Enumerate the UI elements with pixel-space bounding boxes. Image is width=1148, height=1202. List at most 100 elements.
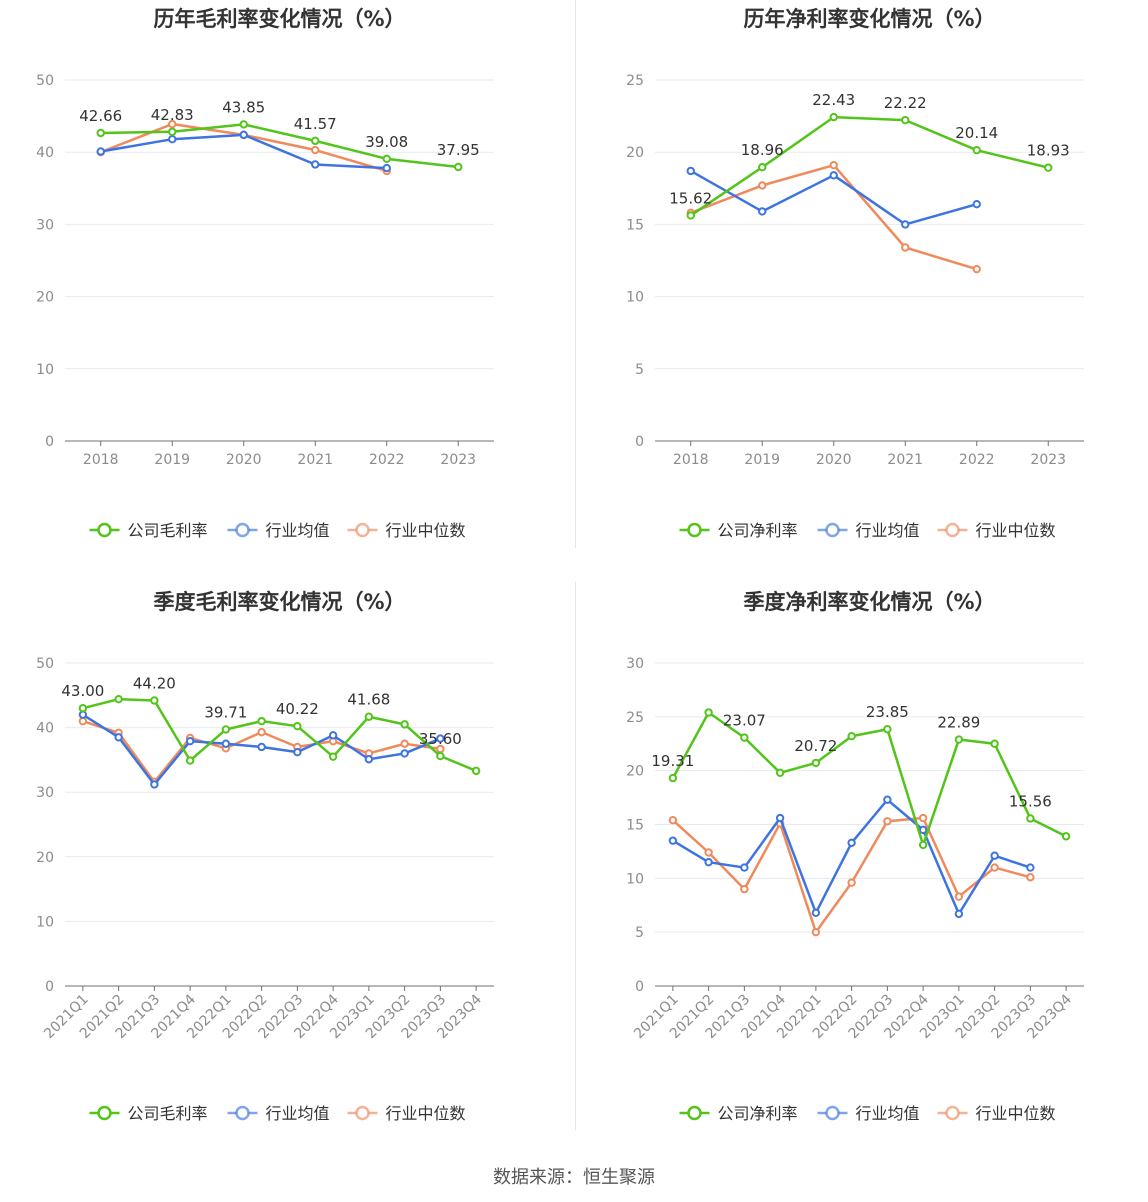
data-point-median xyxy=(918,813,928,823)
y-tick-label: 20 xyxy=(626,145,644,161)
x-tick-label: 2019 xyxy=(154,452,190,468)
data-point-company xyxy=(436,751,445,761)
chart-annual-net: 历年净利率变化情况（%） 0 5 10 15 20 25 2018 2019 2020 2021 20… xyxy=(626,7,1084,540)
legend-swatch-marker-median xyxy=(945,1105,960,1121)
data-point-company xyxy=(1026,814,1035,823)
data-point-avg xyxy=(400,749,409,758)
data-point-median xyxy=(883,817,892,826)
y-tick-label: 10 xyxy=(36,914,54,930)
data-point-avg xyxy=(829,171,838,180)
y-tick-label: 25 xyxy=(626,710,644,726)
y-tick-label: 30 xyxy=(36,785,54,801)
legend-swatch-marker-median xyxy=(355,1105,370,1121)
data-point-median xyxy=(990,863,999,872)
data-point-avg xyxy=(364,755,374,764)
data-label: 43.00 xyxy=(61,682,104,700)
legend-label-company: 公司净利率 xyxy=(718,521,798,540)
y-tick-label: 30 xyxy=(626,656,644,672)
legend-label-median: 行业中位数 xyxy=(976,1104,1056,1123)
data-point-company xyxy=(328,752,338,761)
data-point-median xyxy=(954,892,964,901)
chart-title: 历年净利率变化情况（%） xyxy=(743,7,995,31)
data-point-avg xyxy=(775,813,785,823)
legend-label-avg: 行业均值 xyxy=(266,1104,330,1123)
series-line-company xyxy=(671,711,1067,847)
y-tick-label: 50 xyxy=(36,73,54,89)
data-point-company xyxy=(96,128,105,138)
data-label: 15.56 xyxy=(1009,792,1052,810)
data-point-median xyxy=(972,264,981,274)
legend-swatch-marker-avg xyxy=(235,1105,250,1121)
data-label: 35.60 xyxy=(419,730,462,748)
data-label: 20.72 xyxy=(794,737,837,755)
data-label: 42.66 xyxy=(79,107,122,125)
data-point-avg xyxy=(758,207,767,216)
data-point-company xyxy=(293,721,302,731)
data-point-avg xyxy=(901,220,910,229)
data-label: 22.89 xyxy=(937,714,980,732)
data-point-avg xyxy=(168,135,177,144)
y-tick-label: 25 xyxy=(626,73,644,89)
data-point-avg xyxy=(78,710,88,719)
data-label: 20.14 xyxy=(955,124,998,142)
data-point-median xyxy=(78,716,88,726)
data-label: 18.93 xyxy=(1027,142,1070,160)
legend: 公司毛利率 行业均值 行业中位数 xyxy=(89,1104,466,1123)
data-label: 22.43 xyxy=(812,91,855,109)
data-point-avg xyxy=(257,742,266,752)
data-point-company xyxy=(758,163,767,172)
y-tick-label: 5 xyxy=(635,362,644,378)
data-point-avg xyxy=(239,130,248,140)
data-point-median xyxy=(811,927,821,937)
data-label: 41.68 xyxy=(347,691,390,709)
x-tick-label: 2019 xyxy=(744,452,780,468)
x-tick-label: 2021 xyxy=(887,452,923,468)
chart-title: 历年毛利率变化情况（%） xyxy=(153,7,405,31)
data-point-median xyxy=(311,145,320,155)
data-point-company xyxy=(847,732,856,741)
data-label: 19.31 xyxy=(651,752,694,770)
y-tick-label: 20 xyxy=(626,764,644,780)
data-point-company xyxy=(972,145,981,155)
data-point-company xyxy=(364,712,374,721)
data-point-median xyxy=(829,160,838,170)
data-point-avg xyxy=(954,909,964,919)
data-point-company xyxy=(239,120,248,129)
data-point-company xyxy=(901,115,910,125)
data-label: 44.20 xyxy=(133,674,176,692)
legend-swatch-marker-company xyxy=(97,522,112,538)
data-point-median xyxy=(740,884,749,894)
series-line-median xyxy=(672,816,1031,934)
data-point-company xyxy=(990,739,999,748)
data-point-avg xyxy=(293,747,302,757)
legend-label-company: 公司毛利率 xyxy=(128,521,208,540)
legend-swatch-marker-median xyxy=(355,522,370,538)
legend-swatch-marker-avg xyxy=(825,1105,840,1121)
data-point-median xyxy=(400,739,409,748)
data-point-avg xyxy=(847,838,856,848)
data-point-company xyxy=(704,708,713,717)
data-point-avg xyxy=(382,163,391,173)
data-point-company xyxy=(668,773,678,783)
data-point-avg xyxy=(328,731,338,740)
data-point-company xyxy=(1061,832,1071,841)
legend-label-median: 行业中位数 xyxy=(386,1104,466,1123)
data-point-company xyxy=(114,694,123,704)
data-point-avg xyxy=(918,825,928,835)
data-point-avg xyxy=(221,739,231,748)
data-point-company xyxy=(686,211,695,220)
data-label: 39.08 xyxy=(365,133,408,151)
data-label: 18.96 xyxy=(741,141,784,159)
x-tick-label: 2022 xyxy=(369,452,405,468)
data-label: 23.85 xyxy=(866,703,909,721)
data-label: 40.22 xyxy=(276,700,319,718)
y-tick-label: 40 xyxy=(36,721,54,737)
data-point-company xyxy=(78,704,88,713)
series-line-company xyxy=(82,697,477,773)
data-point-avg xyxy=(96,147,105,156)
y-tick-label: 0 xyxy=(45,434,54,450)
y-tick-label: 0 xyxy=(635,979,644,995)
y-tick-label: 20 xyxy=(36,850,54,866)
chart-quarterly-net: 季度净利率变化情况（%）0510152025302021Q12021Q22021… xyxy=(626,590,1084,1123)
x-tick-label: 2023 xyxy=(440,452,476,468)
